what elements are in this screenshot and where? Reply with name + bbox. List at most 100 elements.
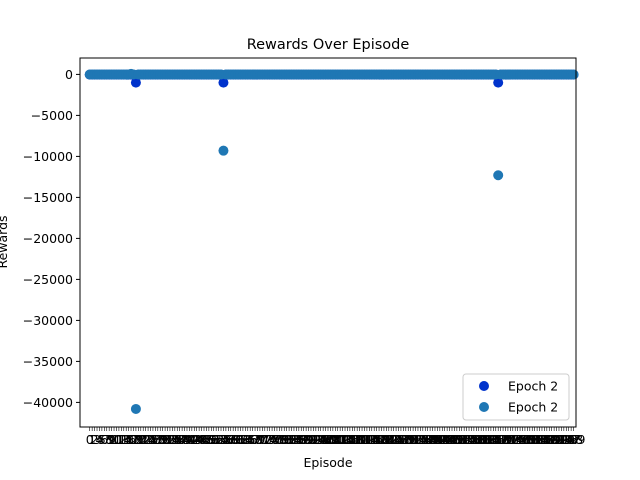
x-tick-label: 198 <box>559 432 583 447</box>
x-tick-label: 114 <box>355 432 379 447</box>
x-tick-label: 160 <box>467 432 491 447</box>
x-tick-label: 17 <box>123 432 139 447</box>
x-tick-label: 71 <box>254 432 270 447</box>
x-tick-label: 138 <box>413 432 437 447</box>
scatter-points <box>84 68 579 414</box>
x-tick-label: 85 <box>288 432 304 447</box>
x-tick-label: 197 <box>557 432 581 447</box>
x-tick-label: 58 <box>223 432 239 447</box>
x-tick-label: 59 <box>225 432 241 447</box>
x-tick-label: 187 <box>532 432 556 447</box>
x-tick-label: 63 <box>235 432 251 447</box>
x-tick-label: 129 <box>391 432 415 447</box>
x-tick-label: 110 <box>345 432 369 447</box>
x-tick-label: 188 <box>535 432 559 447</box>
x-tick-label: 183 <box>523 432 547 447</box>
x-tick-label: 139 <box>416 432 440 447</box>
x-tick-label: 140 <box>418 432 442 447</box>
x-tick-label: 94 <box>310 432 326 447</box>
x-tick-label: 124 <box>379 432 403 447</box>
x-tick-label: 84 <box>286 432 302 447</box>
x-tick-label: 36 <box>169 432 185 447</box>
x-tick-label: 143 <box>425 432 449 447</box>
x-tick-label: 182 <box>520 432 544 447</box>
x-tick-label: 150 <box>443 432 467 447</box>
x-tick-label: 134 <box>404 432 428 447</box>
x-tick-label: 97 <box>318 432 334 447</box>
x-tick-label: 47 <box>196 432 212 447</box>
x-tick-label: 154 <box>452 432 476 447</box>
x-tick-label: 119 <box>367 432 391 447</box>
x-tick-label: 10 <box>106 432 122 447</box>
x-tick-label: 78 <box>271 432 287 447</box>
x-tick-label: 3 <box>93 432 101 447</box>
chart-title: Rewards Over Episode <box>247 37 410 53</box>
y-tick-label: −5000 <box>31 108 73 123</box>
x-tick-label: 177 <box>508 432 532 447</box>
x-tick-label: 4 <box>95 432 103 447</box>
x-tick-label: 126 <box>384 432 408 447</box>
x-tick-label: 196 <box>554 432 578 447</box>
x-tick-label: 30 <box>155 432 171 447</box>
x-tick-label: 5 <box>98 432 106 447</box>
x-tick-label: 55 <box>215 432 231 447</box>
legend-marker-series-2 <box>479 402 489 412</box>
legend-box <box>462 373 570 421</box>
x-tick-label: 146 <box>433 432 457 447</box>
x-tick-label: 104 <box>331 432 355 447</box>
x-tick-label: 102 <box>326 432 350 447</box>
x-tick-label: 70 <box>252 432 268 447</box>
x-tick-label: 7 <box>103 432 111 447</box>
x-tick-label: 168 <box>486 432 510 447</box>
x-tick-label: 25 <box>143 432 159 447</box>
y-axis-ticks: 0 −5000 −10000 −15000 −20000 −25000 −30000 −350… <box>23 67 80 410</box>
x-tick-label: 32 <box>160 432 176 447</box>
x-tick-label: 167 <box>484 432 508 447</box>
x-tick-label: 39 <box>177 432 193 447</box>
y-tick-label: −35000 <box>23 354 73 369</box>
x-tick-label: 76 <box>267 432 283 447</box>
x-tick-label: 87 <box>293 432 309 447</box>
x-tick-label: 67 <box>245 432 261 447</box>
x-tick-label: 21 <box>133 432 149 447</box>
x-tick-label: 137 <box>411 432 435 447</box>
x-tick-label: 172 <box>496 432 520 447</box>
x-tick-label: 2 <box>91 432 99 447</box>
x-tick-label: 173 <box>498 432 522 447</box>
x-tick-label: 195 <box>552 432 576 447</box>
x-tick-label: 120 <box>370 432 394 447</box>
x-tick-label: 176 <box>506 432 530 447</box>
x-tick-label: 109 <box>343 432 367 447</box>
x-tick-label: 191 <box>542 432 566 447</box>
x-tick-label: 52 <box>208 432 224 447</box>
legend-label-series-1: Epoch 2 <box>508 379 558 394</box>
x-tick-label: 75 <box>264 432 280 447</box>
data-point-series-1 <box>130 77 141 88</box>
x-tick-label: 74 <box>262 432 278 447</box>
x-tick-label: 73 <box>259 432 275 447</box>
data-point-series-2 <box>568 69 579 80</box>
x-tick-label: 89 <box>298 432 314 447</box>
x-tick-label: 90 <box>301 432 317 447</box>
x-tick-label: 42 <box>184 432 200 447</box>
y-tick-label: −30000 <box>23 313 73 328</box>
data-point-series-2 <box>218 145 229 156</box>
x-tick-label: 20 <box>130 432 146 447</box>
x-tick-label: 112 <box>350 432 374 447</box>
x-tick-label: 48 <box>198 432 214 447</box>
x-tick-label: 62 <box>233 432 249 447</box>
x-tick-label: 164 <box>477 432 501 447</box>
x-tick-label: 27 <box>147 432 163 447</box>
x-tick-label: 44 <box>189 432 205 447</box>
data-point-series-1 <box>218 77 229 88</box>
x-tick-label: 158 <box>462 432 486 447</box>
x-tick-label: 60 <box>228 432 244 447</box>
x-tick-label: 0 <box>86 432 94 447</box>
x-tick-label: 15 <box>118 432 134 447</box>
x-tick-label: 98 <box>320 432 336 447</box>
x-tick-label: 125 <box>382 432 406 447</box>
x-tick-label: 96 <box>315 432 331 447</box>
x-tick-label: 127 <box>387 432 411 447</box>
x-tick-label: 105 <box>333 432 357 447</box>
x-tick-label: 141 <box>421 432 445 447</box>
